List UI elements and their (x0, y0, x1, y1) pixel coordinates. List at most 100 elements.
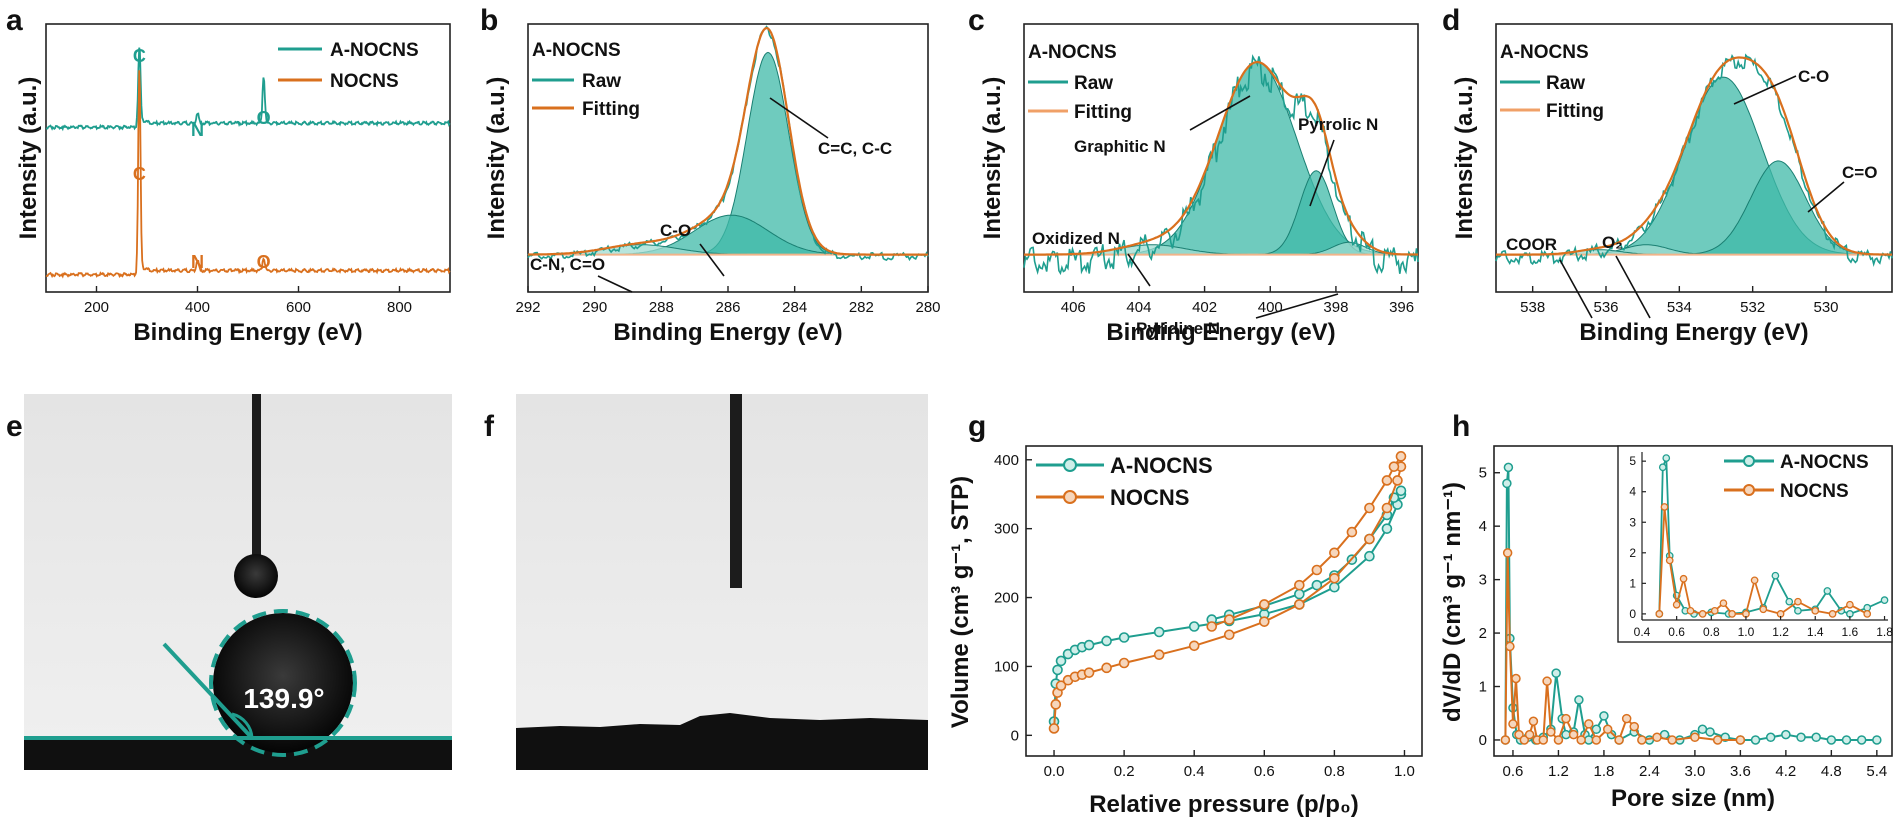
annotations-d: C-O C=O O₂ COOR (1506, 67, 1877, 319)
data-point-g (1223, 629, 1235, 641)
y-axis-label-d: Intensity (a.u.) (1451, 77, 1478, 240)
y-tick-label-g: 100 (994, 658, 1019, 675)
arrow-graphitic-c (1189, 95, 1251, 131)
data-point-h (1750, 735, 1761, 745)
annotation-coor-d: COOR (1506, 235, 1557, 254)
data-point-h (1561, 713, 1571, 724)
inset-data-point (1828, 610, 1837, 618)
data-point-g (1395, 485, 1407, 497)
panel-letter-g: g (968, 410, 986, 443)
panel-letter-c: c (968, 4, 985, 37)
data-point-h (1576, 735, 1586, 745)
arrow-cn-b (597, 275, 633, 293)
annotations-c: Graphitic N Pyrrolic N Oxidized N Pyridi… (1032, 95, 1378, 338)
legend-label-g-nocns: NOCNS (1110, 485, 1189, 510)
data-point-h (1574, 695, 1584, 705)
inset-data-point (1710, 606, 1719, 615)
contact-angle-value: 139.9° (243, 683, 324, 714)
data-point-g (1294, 579, 1305, 591)
data-point-h (1667, 735, 1677, 745)
annotation-cc-b: C=C, C-C (818, 139, 892, 158)
inset-data-point (1719, 599, 1728, 608)
inset-x-tick-label: 0.4 (1634, 625, 1651, 639)
x-tick-label-g: 0.4 (1184, 763, 1205, 780)
inset-y-tick-label: 4 (1629, 485, 1636, 499)
y-tick-label-g: 400 (994, 452, 1019, 469)
x-tick-label-d: 534 (1667, 299, 1692, 316)
inset-y-tick-label: 2 (1629, 546, 1636, 560)
annotation-cn-b: C-N, C=O (530, 255, 605, 274)
peak-label-a: O (257, 108, 271, 128)
inset-data-point (1679, 574, 1688, 583)
inset-data-point (1728, 610, 1736, 618)
data-point-g (1048, 723, 1060, 734)
series-line-a-nocns (45, 70, 451, 279)
panel-letter-f: f (484, 410, 495, 443)
inset-data-point (1785, 597, 1794, 606)
y-tick-label-h: 2 (1479, 625, 1487, 642)
photo-f-needle (730, 394, 742, 588)
data-point-g (1381, 523, 1393, 534)
legend-label-g-a-nocns: A-NOCNS (1110, 453, 1213, 478)
chart-b: 292 290 288 286 284 282 280 Binding Energy (eV… (483, 23, 941, 346)
x-tick-label-b: 284 (782, 299, 807, 316)
photo-e-droplet (213, 613, 353, 753)
x-tick-label-c: 404 (1126, 299, 1151, 316)
x-tick-label-c: 406 (1061, 299, 1086, 316)
data-point-h (1637, 735, 1647, 745)
data-point-h (1538, 735, 1549, 745)
y-tick-label-h: 3 (1479, 572, 1487, 589)
y-axis-label-g: Volume (cm³ g⁻¹, STP) (947, 476, 974, 728)
x-tick-label-d: 530 (1813, 299, 1838, 316)
data-point-h (1781, 729, 1791, 740)
inset-data-point (1846, 600, 1854, 609)
photo-e-droplet-fit (209, 609, 357, 757)
inset-data-point (1658, 463, 1667, 472)
data-point-h (1599, 711, 1609, 721)
legend-marker-g-nocns (1063, 490, 1077, 504)
panel-letter-b: b (480, 4, 498, 37)
isotherm-adsorption-nocns (1053, 466, 1402, 729)
photo-f (516, 394, 928, 770)
legend-label-h-nocns: NOCNS (1780, 481, 1849, 502)
x-tick-label-g: 1.0 (1394, 763, 1415, 780)
y-axis-label-a: Intensity (a.u.) (15, 77, 42, 240)
inset-data-point (1811, 606, 1820, 615)
data-point-h (1712, 735, 1723, 745)
data-point-h (1542, 676, 1552, 686)
data-point-g (1294, 599, 1305, 610)
data-point-g (1329, 581, 1340, 593)
x-tick-label-g: 0.6 (1254, 763, 1275, 780)
arrow-oxidized-c (1127, 253, 1151, 287)
x-tick-label-b: 282 (849, 299, 874, 316)
data-point-h (1796, 732, 1806, 743)
panel-letter-d: d (1442, 4, 1460, 37)
inset-data-point (1662, 454, 1671, 462)
inset-data-point (1672, 600, 1681, 609)
sample-label-d: A-NOCNS (1500, 42, 1589, 63)
photo-e-tangent (162, 642, 254, 740)
inset-y-tick-label: 5 (1629, 454, 1636, 468)
data-point-g (1395, 451, 1407, 462)
data-point-h (1568, 729, 1579, 740)
x-tick-label-g: 0.0 (1044, 763, 1065, 780)
legend-label-h-a-nocns: A-NOCNS (1780, 452, 1869, 473)
plot-frame-g (1025, 445, 1423, 757)
data-point-g (1392, 475, 1403, 486)
data-point-g (1118, 657, 1130, 669)
inset-x-tick-label: 0.8 (1703, 625, 1720, 639)
photo-f-background (516, 394, 928, 770)
fit-line-d (1496, 56, 1892, 256)
y-axis-label-c: Intensity (a.u.) (979, 77, 1006, 240)
inset-data-point (1863, 603, 1872, 612)
legend-marker-h-nocns (1743, 484, 1755, 496)
data-point-h (1511, 673, 1521, 684)
series-line-a-a-nocns (45, 47, 451, 132)
data-point-h (1826, 735, 1837, 745)
annotation-oxidized-c: Oxidized N (1032, 229, 1120, 248)
y-tick-label-h: 4 (1479, 518, 1487, 535)
inset-x-tick-label: 1.8 (1876, 625, 1893, 639)
data-point-g (1101, 662, 1112, 674)
component-peak-b (528, 214, 928, 256)
inset-x-tick-label: 1.4 (1807, 625, 1824, 639)
